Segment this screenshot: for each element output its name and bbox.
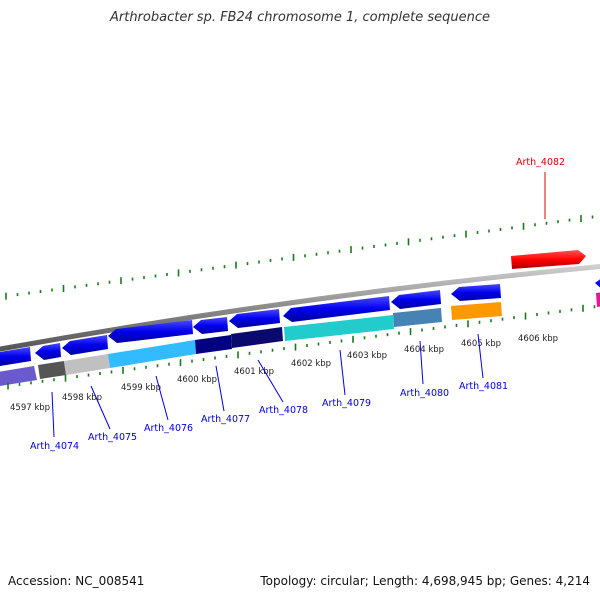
- kbp-label: 4604 kbp: [404, 345, 444, 355]
- band-segment-dark-gray: [38, 361, 66, 379]
- tick-track-top: [5, 215, 594, 300]
- gene-label[interactable]: Arth_4080: [400, 388, 449, 399]
- band-segment-navy-2: [231, 327, 283, 348]
- band-segment-cyan: [284, 315, 394, 341]
- gene-label[interactable]: Arth_4074: [30, 441, 79, 452]
- kbp-label: 4606 kbp: [518, 334, 558, 344]
- gene-label[interactable]: Arth_4077: [201, 414, 250, 425]
- gene-arrow[interactable]: [451, 284, 501, 301]
- gene-arrow[interactable]: [35, 343, 61, 360]
- gene-label[interactable]: Arth_4078: [259, 405, 308, 416]
- gene-arrow[interactable]: [229, 309, 280, 328]
- gene-leader-line: [419, 340, 424, 385]
- gene-leader-line: [477, 333, 484, 379]
- genome-summary: Topology: circular; Length: 4,698,945 bp…: [260, 574, 590, 588]
- gene-arrow-arth-4082[interactable]: [511, 250, 586, 269]
- gene-arrow[interactable]: [62, 335, 108, 355]
- kbp-label: 4599 kbp: [121, 383, 161, 393]
- band-segment-magenta: [596, 292, 600, 307]
- gene-labels: Arth_4074 Arth_4075 Arth_4076 Arth_4077 Arth…: [30, 157, 565, 452]
- band-segment-steel-blue: [393, 308, 442, 327]
- band-segment-navy-1: [195, 335, 232, 354]
- gene-leader-line: [215, 365, 225, 412]
- kbp-label: 4605 kbp: [461, 339, 501, 349]
- band-segment-purple: [0, 366, 37, 386]
- gene-label[interactable]: Arth_4082: [516, 157, 565, 168]
- gene-leader-line: [339, 349, 346, 396]
- band-segment-light-gray: [64, 354, 110, 375]
- gene-leader-line: [155, 375, 169, 421]
- map-title: Arthrobacter sp. FB24 chromosome 1, comp…: [109, 10, 491, 25]
- kbp-label: 4603 kbp: [347, 351, 387, 361]
- kbp-label: 4601 kbp: [234, 367, 274, 377]
- kbp-scale-labels: 4597 kbp 4598 kbp 4599 kbp 4600 kbp 4601 kbp…: [10, 334, 558, 413]
- gene-arrow[interactable]: [193, 317, 228, 334]
- annotation-band: [0, 292, 600, 386]
- gene-arrow[interactable]: [391, 290, 441, 309]
- gene-leader-line: [51, 391, 55, 438]
- gene-label[interactable]: Arth_4075: [88, 432, 137, 443]
- gene-arrow[interactable]: [0, 347, 31, 366]
- gene-leader-line: [90, 385, 111, 430]
- gene-label[interactable]: Arth_4076: [144, 423, 193, 434]
- kbp-label: 4600 kbp: [177, 375, 217, 385]
- gene-arrows-reverse: [0, 277, 600, 366]
- chromosome-backbone: [0, 263, 600, 352]
- gene-label[interactable]: Arth_4081: [459, 381, 508, 392]
- kbp-label: 4598 kbp: [62, 393, 102, 403]
- kbp-label: 4602 kbp: [291, 359, 331, 369]
- gene-leader-line: [257, 359, 284, 403]
- band-segment-light-blue: [108, 340, 196, 368]
- gene-arrow[interactable]: [595, 277, 600, 290]
- tick-track-bottom: [7, 304, 596, 390]
- band-segment-orange: [451, 302, 502, 320]
- gene-arrow[interactable]: [283, 296, 390, 322]
- gene-arrow[interactable]: [108, 320, 193, 343]
- accession-label: Accession: NC_008541: [8, 574, 145, 588]
- kbp-label: 4597 kbp: [10, 403, 50, 413]
- gene-label[interactable]: Arth_4079: [322, 398, 371, 409]
